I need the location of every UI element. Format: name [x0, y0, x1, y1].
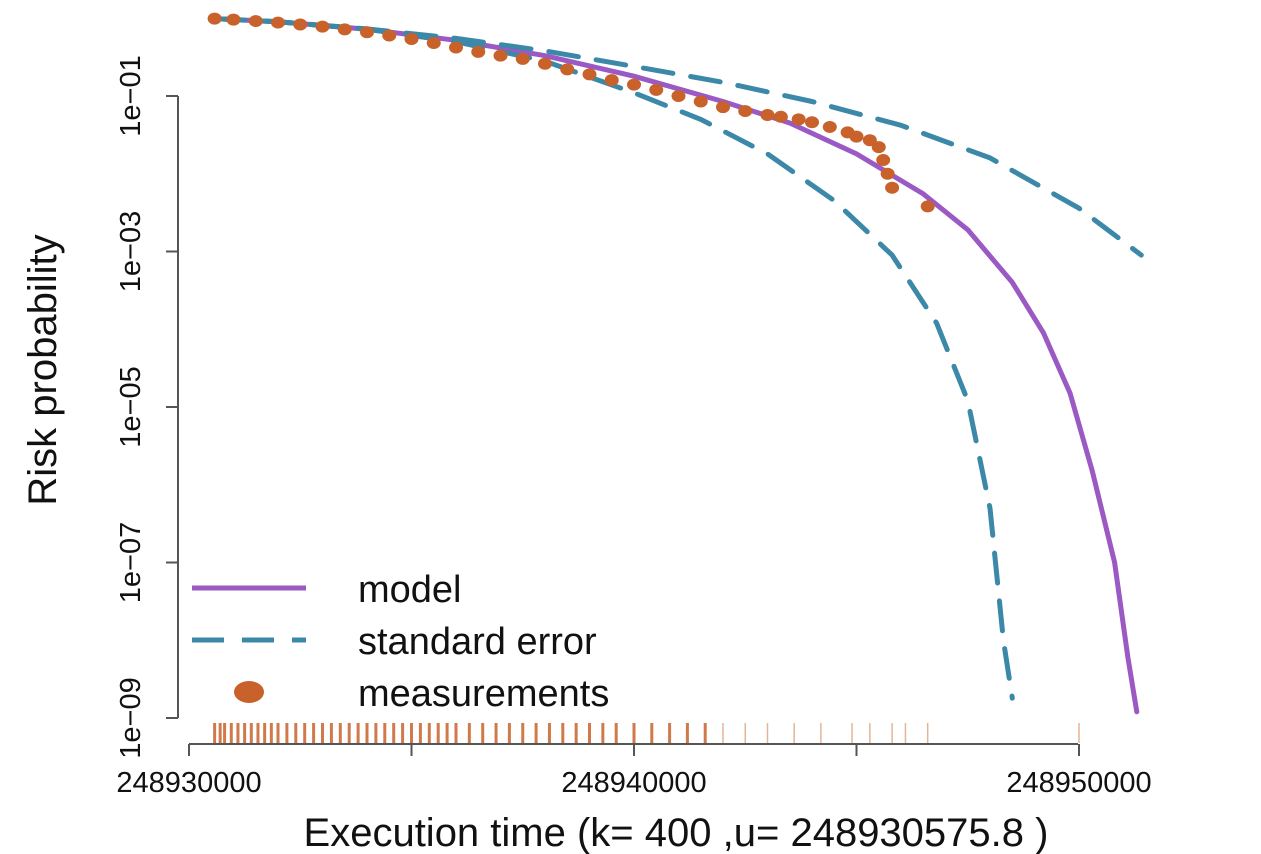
measurement-point: [471, 45, 486, 58]
y-tick-label: 1e−07: [115, 522, 147, 603]
measurement-point: [538, 57, 552, 70]
measurement-point: [382, 29, 397, 42]
standard-error-line: [212, 16, 1015, 701]
measurement-point: [293, 18, 308, 31]
legend: model standard error measurements: [192, 569, 609, 715]
measurement-point: [649, 83, 664, 96]
legend-measurements-swatch: [234, 681, 264, 703]
measurement-point: [248, 15, 263, 28]
x-tick-label: 248930000: [116, 767, 261, 799]
legend-standard-error-label: standard error: [358, 621, 597, 663]
legend-measurements-label: measurements: [358, 673, 609, 715]
measurement-point: [337, 23, 352, 36]
measurement-point: [404, 33, 419, 46]
measurement-point: [849, 130, 864, 143]
measurement-point: [493, 49, 508, 62]
standard-error-line: [212, 16, 1144, 258]
x-tick-label: 248950000: [1006, 767, 1151, 799]
measurement-point: [880, 167, 895, 180]
measurement-point: [805, 116, 819, 129]
measurement-point: [876, 154, 891, 167]
y-tick-label: 1e−03: [115, 211, 147, 292]
y-tick-label: 1e−01: [115, 55, 147, 136]
x-axis-title: Execution time (k= 400 ,u= 248930575.8 ): [304, 811, 1049, 854]
measurement-point: [449, 41, 463, 54]
measurement-point: [920, 200, 935, 213]
measurement-point: [604, 74, 619, 87]
measurement-point: [716, 101, 730, 114]
y-axis-title: Risk probability: [21, 234, 65, 505]
y-axis-ticks: 1e−01 1e−03 1e−05 1e−07 1e−09: [115, 55, 178, 759]
measurement-point: [791, 113, 806, 126]
y-tick-label: 1e−09: [115, 677, 147, 758]
measurement-point: [560, 63, 575, 76]
legend-model-label: model: [358, 569, 462, 611]
measurement-point: [271, 16, 285, 29]
measurement-point: [627, 78, 641, 91]
rug-marks: [213, 723, 1080, 743]
measurement-point: [862, 134, 877, 147]
measurement-point: [582, 68, 597, 81]
measurement-point: [226, 13, 241, 26]
measurement-point: [822, 120, 837, 133]
measurement-point: [360, 26, 374, 39]
series-layer: [207, 12, 1144, 715]
x-axis-ticks: 248930000 248940000 248950000: [116, 744, 1152, 799]
measurement-point: [315, 20, 330, 33]
measurement-point: [760, 108, 775, 121]
measurement-point: [773, 110, 788, 123]
measurement-point: [515, 52, 530, 65]
measurement-point: [207, 12, 222, 25]
measurement-point: [738, 105, 753, 118]
measurement-point: [871, 141, 886, 154]
y-tick-label: 1e−05: [115, 366, 147, 447]
measurement-point: [671, 90, 686, 102]
x-tick-label: 248940000: [561, 767, 706, 799]
measurement-point: [426, 37, 441, 50]
measurement-point: [885, 181, 900, 194]
measurement-point: [693, 95, 708, 108]
